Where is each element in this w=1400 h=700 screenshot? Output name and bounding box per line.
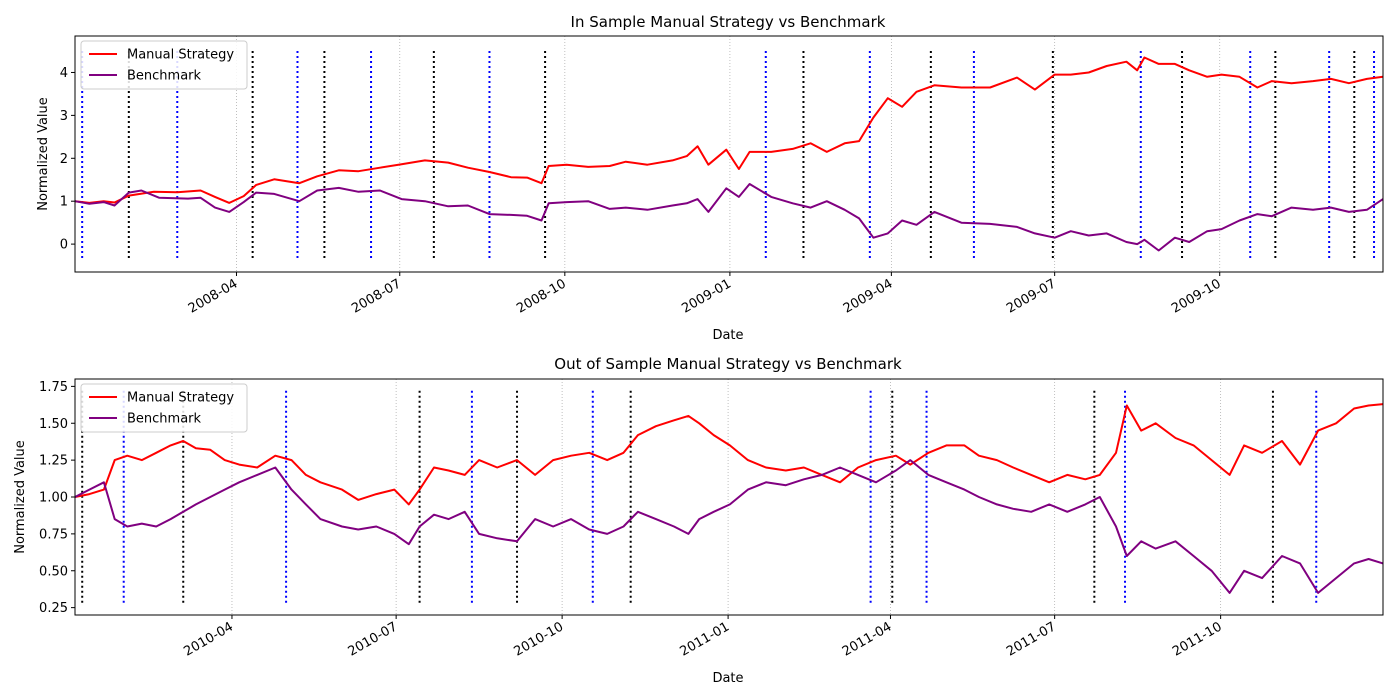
y-tick-label: 0 (60, 238, 68, 253)
y-tick-label: 1 (60, 195, 68, 210)
x-axis-label: Date (712, 328, 743, 343)
y-tick-label: 4 (60, 66, 68, 81)
legend-box (80, 40, 248, 90)
series-lines (74, 403, 1384, 594)
series-line-benchmark (74, 183, 1384, 252)
series-line-manual-strategy (74, 403, 1384, 506)
legend-label: Benchmark (127, 69, 202, 84)
legend-label: Manual Strategy (127, 48, 234, 63)
legend-label: Benchmark (127, 412, 202, 427)
series-lines (74, 56, 1384, 252)
series-line-manual-strategy (74, 56, 1384, 204)
legend-box (80, 383, 248, 433)
chart-title: Out of Sample Manual Strategy vs Benchma… (554, 355, 902, 373)
y-tick-label: 2 (60, 152, 68, 167)
series-line-benchmark (74, 459, 1384, 594)
legend: Manual Strategy Benchmark (80, 40, 248, 90)
signal-lines (81, 390, 1318, 604)
x-axis-label: Date (712, 671, 743, 686)
plot-frame (74, 35, 1384, 273)
y-tick-label: 1.50 (39, 417, 68, 432)
y-tick-label: 0.75 (39, 527, 68, 542)
legend-label: Manual Strategy (127, 391, 234, 406)
y-axis-label: Normalized Value (13, 440, 28, 554)
y-tick-label: 1.75 (39, 380, 68, 395)
y-axis-label: Normalized Value (36, 97, 51, 211)
y-tick-label: 0.25 (39, 601, 68, 616)
y-tick-label: 1.25 (39, 454, 68, 469)
y-tick-label: 3 (60, 109, 68, 124)
y-tick-label: 0.50 (39, 564, 68, 579)
legend: Manual Strategy Benchmark (80, 383, 248, 433)
y-tick-label: 1.00 (39, 491, 68, 506)
chart-title: In Sample Manual Strategy vs Benchmark (571, 13, 886, 31)
